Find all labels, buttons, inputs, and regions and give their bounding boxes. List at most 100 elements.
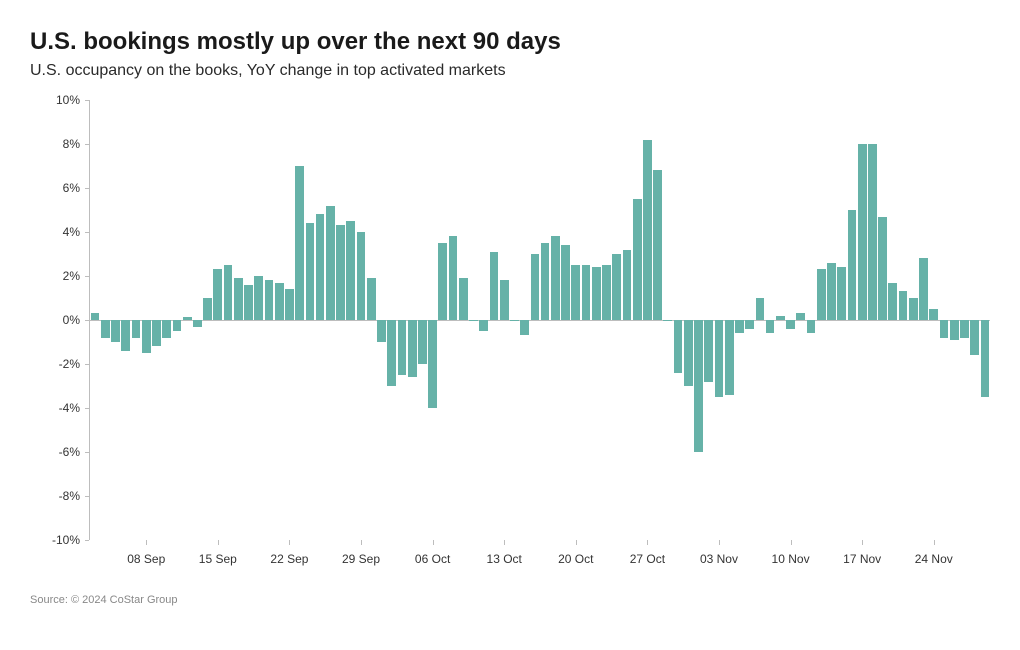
bar	[306, 223, 315, 320]
x-tick-label: 24 Nov	[915, 552, 953, 566]
y-tick	[85, 320, 89, 321]
y-tick-label: 0%	[30, 313, 80, 327]
bar	[193, 320, 202, 327]
y-tick	[85, 408, 89, 409]
x-tick	[504, 540, 505, 545]
bar	[561, 245, 570, 320]
bar	[244, 285, 253, 320]
chart-title: U.S. bookings mostly up over the next 90…	[30, 28, 990, 56]
y-tick	[85, 452, 89, 453]
bar	[490, 252, 499, 320]
bar	[285, 289, 294, 320]
bar	[817, 269, 826, 320]
bar	[981, 320, 990, 397]
bar	[408, 320, 417, 377]
x-tick	[791, 540, 792, 545]
x-tick	[934, 540, 935, 545]
bar	[254, 276, 263, 320]
bar	[786, 320, 795, 329]
bar	[643, 140, 652, 320]
bar	[970, 320, 979, 355]
bar	[571, 265, 580, 320]
bar	[377, 320, 386, 342]
bar	[899, 291, 908, 320]
source-attribution: Source: © 2024 CoStar Group	[30, 594, 990, 606]
x-tick	[289, 540, 290, 545]
bar	[162, 320, 171, 338]
bar	[725, 320, 734, 395]
bar	[837, 267, 846, 320]
bar	[858, 144, 867, 320]
bar	[756, 298, 765, 320]
bar	[868, 144, 877, 320]
x-tick-label: 20 Oct	[558, 552, 593, 566]
y-tick	[85, 364, 89, 365]
x-tick-label: 13 Oct	[487, 552, 522, 566]
x-tick	[218, 540, 219, 545]
x-tick	[146, 540, 147, 545]
x-tick	[647, 540, 648, 545]
bar	[827, 263, 836, 320]
bar	[735, 320, 744, 333]
bar	[582, 265, 591, 320]
bar	[357, 232, 366, 320]
bar	[541, 243, 550, 320]
bar	[183, 317, 192, 320]
bar	[704, 320, 713, 382]
x-tick-label: 10 Nov	[772, 552, 810, 566]
y-tick	[85, 188, 89, 189]
y-tick-label: 2%	[30, 269, 80, 283]
bar	[203, 298, 212, 320]
bar	[848, 210, 857, 320]
bar	[142, 320, 151, 353]
bar	[316, 214, 325, 320]
plot-region	[90, 100, 990, 540]
bar	[500, 280, 509, 320]
x-tick-label: 06 Oct	[415, 552, 450, 566]
y-tick	[85, 496, 89, 497]
y-tick-label: -10%	[30, 533, 80, 547]
x-tick	[719, 540, 720, 545]
bar	[326, 206, 335, 320]
y-tick	[85, 232, 89, 233]
bar	[387, 320, 396, 386]
bar	[715, 320, 724, 397]
x-tick-label: 27 Oct	[630, 552, 665, 566]
bar	[213, 269, 222, 320]
bar	[592, 267, 601, 320]
bar	[878, 217, 887, 320]
x-tick-label: 08 Sep	[127, 552, 165, 566]
x-tick-label: 29 Sep	[342, 552, 380, 566]
x-tick	[433, 540, 434, 545]
bar	[449, 236, 458, 320]
y-tick	[85, 100, 89, 101]
bar	[398, 320, 407, 375]
bar	[224, 265, 233, 320]
bar	[346, 221, 355, 320]
bar	[623, 250, 632, 320]
y-tick-label: 8%	[30, 137, 80, 151]
y-tick-label: 6%	[30, 181, 80, 195]
bar	[173, 320, 182, 331]
x-tick-label: 15 Sep	[199, 552, 237, 566]
bar	[909, 298, 918, 320]
bar	[807, 320, 816, 333]
bar	[121, 320, 130, 351]
bar	[684, 320, 693, 386]
bar	[459, 278, 468, 320]
bar	[612, 254, 621, 320]
bar	[766, 320, 775, 333]
bar	[551, 236, 560, 320]
y-tick-label: -6%	[30, 445, 80, 459]
bar	[101, 320, 110, 338]
chart-area: -10%-8%-6%-4%-2%0%2%4%6%8%10% 08 Sep15 S…	[30, 100, 990, 580]
x-tick-label: 03 Nov	[700, 552, 738, 566]
y-tick	[85, 540, 89, 541]
bar	[929, 309, 938, 320]
chart-subtitle: U.S. occupancy on the books, YoY change …	[30, 62, 990, 80]
bar	[888, 283, 897, 320]
y-tick-label: 4%	[30, 225, 80, 239]
bar	[796, 313, 805, 320]
y-tick	[85, 276, 89, 277]
bar	[438, 243, 447, 320]
